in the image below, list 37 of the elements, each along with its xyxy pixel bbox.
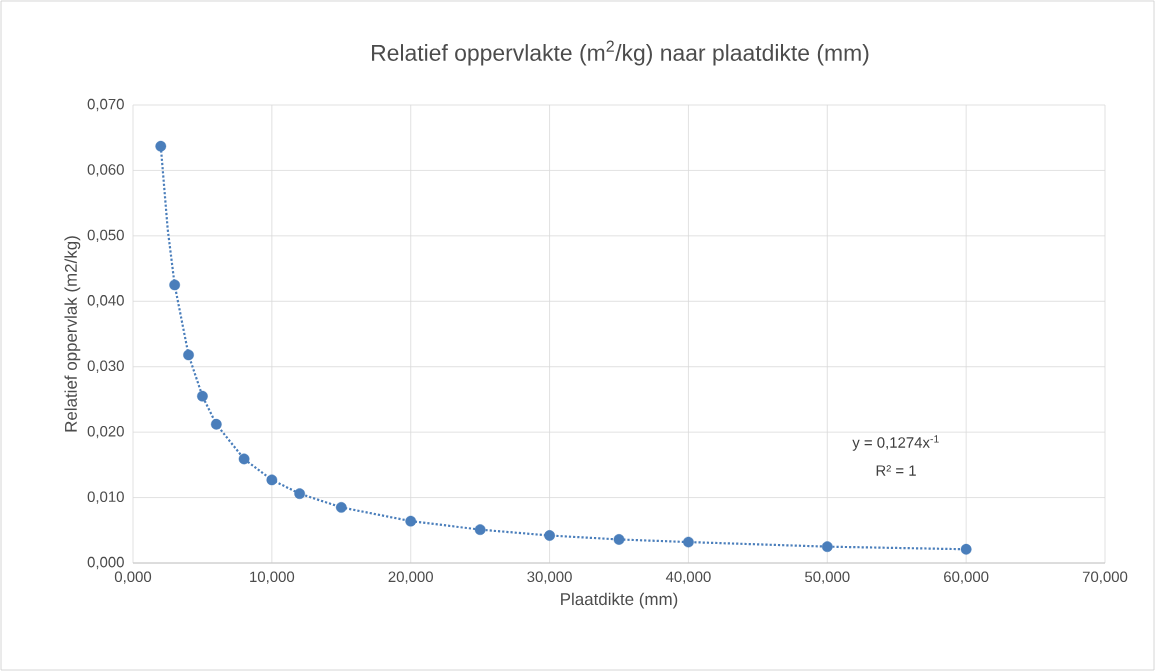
point [335, 502, 347, 513]
x-tick-label: 20,000 [388, 571, 433, 584]
point [294, 488, 306, 500]
x-tick-label: 50,000 [805, 571, 850, 584]
x-tick-label: 0,000 [114, 571, 152, 584]
x-tick-label: 60,000 [944, 571, 989, 584]
x-tick-label: 30,000 [527, 571, 572, 584]
y-tick-label: 0,010 [87, 491, 124, 504]
point [183, 349, 194, 361]
point [210, 418, 222, 430]
annotation: y = 0,1274x$^{-1}$ [852, 435, 939, 451]
x-tick-label: 10,000 [250, 571, 295, 584]
y-tick-label: 0,020 [87, 425, 124, 439]
point [405, 515, 417, 527]
point [613, 534, 625, 545]
point [821, 541, 833, 553]
point [155, 140, 167, 152]
y-tick-label: 0,000 [87, 556, 124, 570]
point [544, 530, 555, 541]
point [197, 390, 208, 402]
chart-title: Relatief oppervlakte (m$^{2}$/kg) naar plaatdikte (mm) [372, 40, 869, 66]
point [960, 543, 972, 555]
point [683, 536, 694, 548]
y-tick-label: 0,040 [87, 295, 124, 308]
y-tick-label: 0,070 [87, 98, 124, 112]
point [266, 474, 278, 486]
annotation: R² = 1 [876, 465, 916, 476]
y-tick-label: 0,060 [87, 164, 124, 177]
x-tick-label: 40,000 [665, 571, 711, 584]
x-tick-label: 70,000 [1082, 571, 1128, 584]
point [238, 453, 250, 465]
y-axis-title: Relatief oppervlak (m2/kg) [64, 236, 81, 432]
x-axis-title: Plaatdikte (mm) [561, 592, 678, 609]
y-tick-label: 0,050 [87, 229, 124, 243]
point [474, 524, 486, 536]
point [169, 279, 181, 291]
y-tick-label: 0,030 [87, 360, 124, 373]
